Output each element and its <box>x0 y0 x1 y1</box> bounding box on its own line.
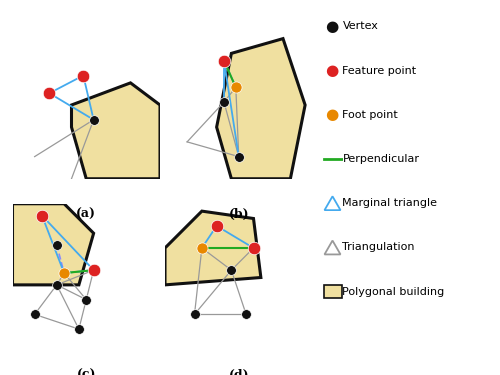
Text: Marginal triangle: Marginal triangle <box>342 198 438 208</box>
Text: Feature point: Feature point <box>342 66 416 75</box>
Bar <box>324 285 342 298</box>
Text: Polygonal building: Polygonal building <box>342 287 445 297</box>
Text: (c): (c) <box>76 369 96 375</box>
Text: (a): (a) <box>76 208 96 221</box>
Polygon shape <box>216 39 305 179</box>
Text: Foot point: Foot point <box>342 110 398 120</box>
Text: (b): (b) <box>228 208 249 221</box>
Text: Triangulation: Triangulation <box>342 243 415 252</box>
Polygon shape <box>12 204 94 285</box>
Polygon shape <box>72 83 160 179</box>
Text: Vertex: Vertex <box>342 21 378 31</box>
Text: (d): (d) <box>228 369 249 375</box>
Text: ●: ● <box>325 63 338 78</box>
Polygon shape <box>165 211 261 285</box>
Text: ●: ● <box>325 19 338 34</box>
Text: Perpendicular: Perpendicular <box>342 154 419 164</box>
Text: ●: ● <box>325 107 338 122</box>
